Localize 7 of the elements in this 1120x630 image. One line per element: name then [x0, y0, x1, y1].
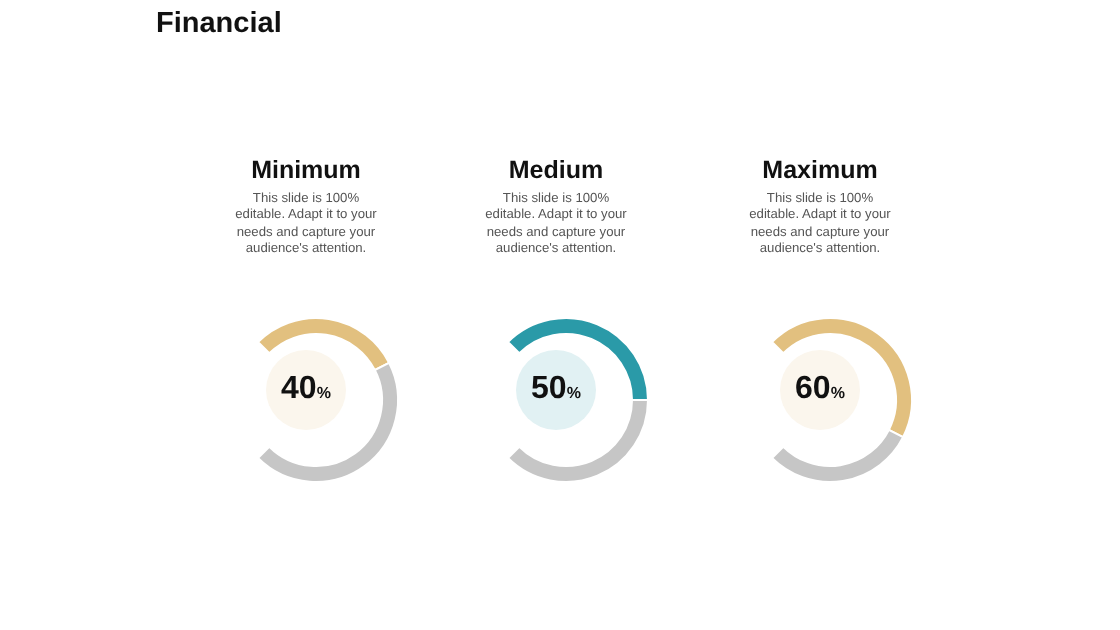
chart-title: Medium: [506, 156, 606, 188]
data-label: 50%: [531, 372, 581, 406]
data-label: 40%: [281, 372, 331, 406]
chart-title: Minimum: [249, 156, 363, 188]
chart-title: Maximum: [760, 156, 880, 188]
text: Financial: [156, 8, 282, 40]
data-label: 60%: [795, 372, 845, 406]
